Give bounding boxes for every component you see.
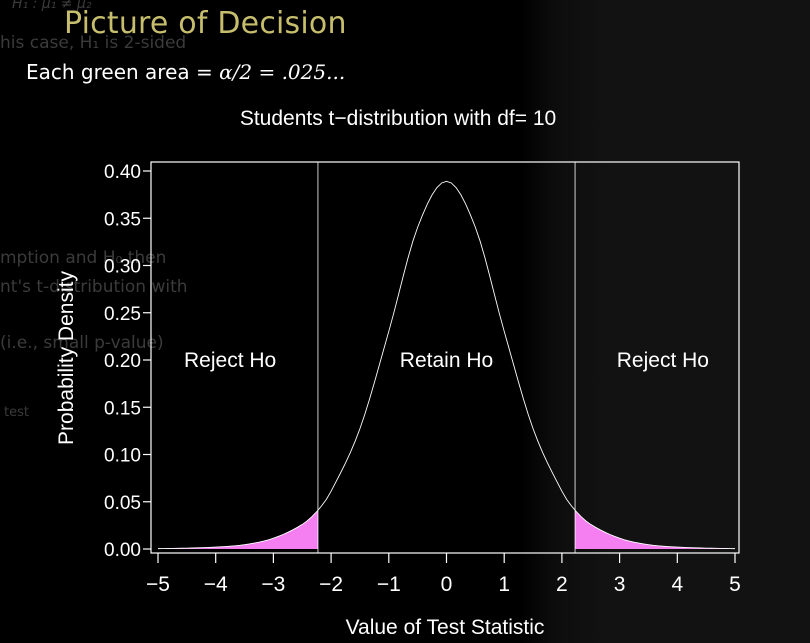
slide-title: Picture of Decision (64, 6, 347, 41)
density-curve (157, 180, 736, 550)
y-tick-label: 0.10 (104, 446, 141, 467)
x-tick-label: 3 (614, 573, 626, 596)
x-tick-label: 1 (498, 573, 510, 596)
x-tick-label: 2 (556, 573, 568, 596)
x-tick-label: −4 (204, 573, 228, 596)
x-tick-label: 5 (729, 573, 741, 596)
left-rejection-area (158, 510, 318, 549)
y-tick-label: 0.20 (104, 351, 141, 372)
y-tick-label: 0.00 (104, 540, 141, 561)
y-tick-label: 0.40 (104, 162, 141, 183)
background-text-4: nt's t-distribution with (0, 277, 188, 297)
y-axis: 0.00 0.05 0.10 0.15 0.20 0.25 0.30 0.35 0.40 (104, 162, 151, 561)
x-tick-label: 4 (671, 573, 683, 596)
plot-area (157, 162, 736, 553)
x-axis: −5 −4 −3 −2 −1 0 1 2 3 4 5 (146, 553, 741, 596)
x-tick-label: −2 (319, 573, 343, 596)
y-tick-label: 0.35 (104, 209, 141, 230)
plot-frame (150, 161, 740, 554)
x-tick-label: −1 (377, 573, 401, 596)
subtitle-prefix: Each green area = (26, 60, 220, 84)
subtitle-math: α/2 = .025... (219, 60, 346, 84)
retain-ho-label: Retain Ho (400, 349, 493, 372)
x-tick-label: −5 (146, 573, 170, 596)
y-tick-label: 0.30 (104, 257, 141, 278)
x-axis-label: Value of Test Statistic (346, 616, 545, 639)
x-tick-label: −3 (261, 573, 285, 596)
slide-subtitle: Each green area = α/2 = .025... (26, 60, 345, 84)
y-axis-label: Probability Density (55, 271, 78, 445)
y-tick-label: 0.15 (104, 398, 141, 419)
y-tick-label: 0.05 (104, 493, 141, 514)
background-text-2: his case, H₁ is 2-sided (0, 33, 187, 53)
background-text-6: test (4, 405, 29, 420)
background-text-5: (i.e., small p-value) (0, 333, 164, 353)
x-tick-label: 0 (441, 573, 453, 596)
background-text-3: mption and H₀ then (0, 248, 167, 268)
right-shade-overlay (520, 0, 810, 643)
right-rejection-area (575, 510, 735, 549)
y-tick-label: 0.25 (104, 304, 141, 325)
reject-ho-right-label: Reject Ho (617, 349, 709, 372)
chart-title: Students t−distribution with df= 10 (240, 107, 556, 130)
region-annotations: Reject Ho Retain Ho Reject Ho (184, 349, 709, 372)
background-text-1: H₁ : μ₁ ≠ μ₂ (12, 0, 92, 12)
reject-ho-left-label: Reject Ho (184, 349, 276, 372)
